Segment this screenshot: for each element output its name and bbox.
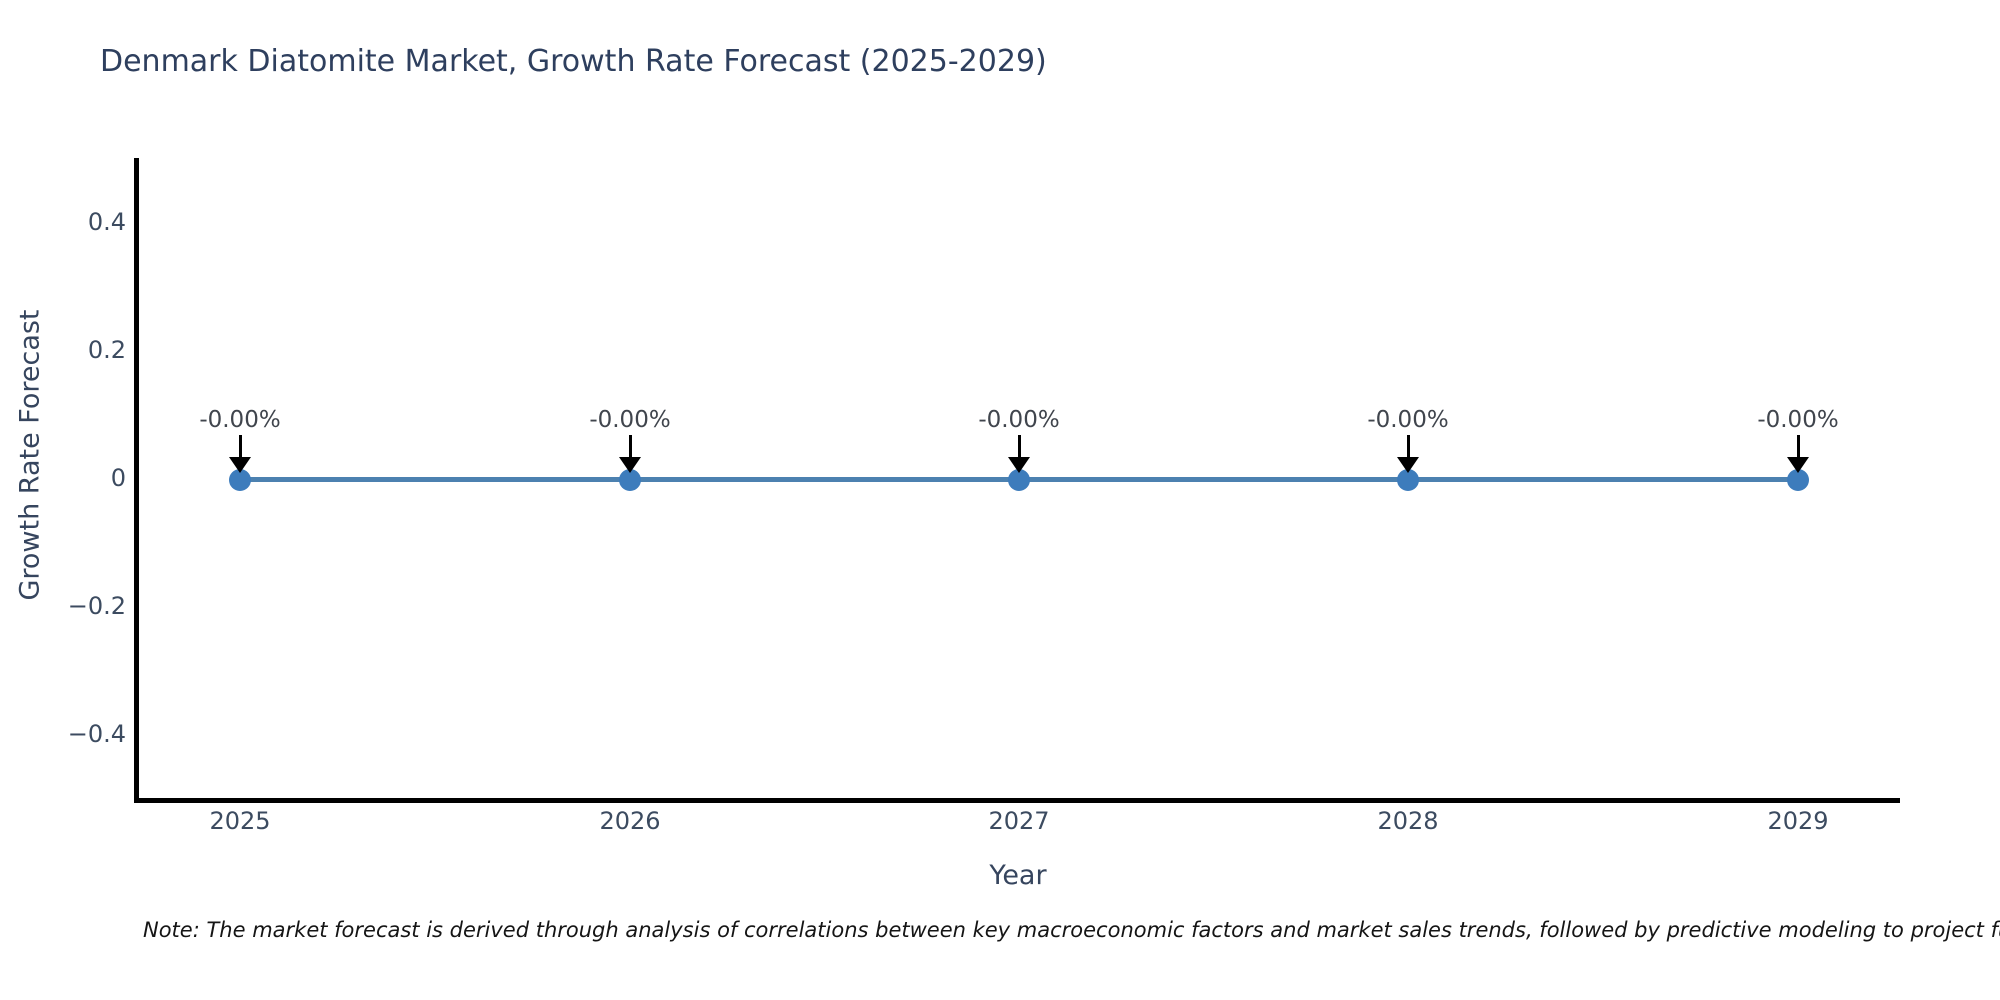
annotation-arrowhead-icon	[619, 457, 641, 473]
chart-title: Denmark Diatomite Market, Growth Rate Fo…	[100, 44, 1047, 79]
annotation-arrowhead-icon	[229, 457, 251, 473]
y-tick-label: 0	[110, 464, 126, 492]
y-tick-label: −0.4	[67, 720, 126, 748]
x-axis-line	[134, 798, 1900, 803]
x-axis-label: Year	[989, 860, 1047, 891]
data-point-marker	[1787, 469, 1809, 491]
data-point-label: -0.00%	[589, 407, 671, 433]
annotation-arrow-icon	[1407, 435, 1410, 459]
annotation-arrowhead-icon	[1397, 457, 1419, 473]
data-point-label: -0.00%	[1757, 407, 1839, 433]
annotation-arrow-icon	[1018, 435, 1021, 459]
footnote: Note: The market forecast is derived thr…	[143, 918, 2000, 942]
data-point-marker	[1397, 469, 1419, 491]
annotation-arrowhead-icon	[1787, 457, 1809, 473]
x-tick-label: 2028	[1377, 807, 1439, 835]
data-point-label: -0.00%	[199, 407, 281, 433]
annotation-arrow-icon	[239, 435, 242, 459]
x-tick-label: 2027	[988, 807, 1050, 835]
annotation-arrow-icon	[629, 435, 632, 459]
y-tick-label: −0.2	[67, 592, 126, 620]
x-tick-label: 2025	[209, 807, 271, 835]
y-axis-line	[134, 158, 139, 803]
data-point-label: -0.00%	[978, 407, 1060, 433]
data-point-marker	[229, 469, 251, 491]
x-tick-label: 2029	[1767, 807, 1829, 835]
x-tick-label: 2026	[599, 807, 661, 835]
y-tick-label: 0.2	[87, 336, 126, 364]
annotation-arrow-icon	[1797, 435, 1800, 459]
data-point-marker	[1008, 469, 1030, 491]
y-tick-label: 0.4	[87, 208, 126, 236]
data-point-marker	[619, 469, 641, 491]
data-point-label: -0.00%	[1367, 407, 1449, 433]
annotation-arrowhead-icon	[1008, 457, 1030, 473]
